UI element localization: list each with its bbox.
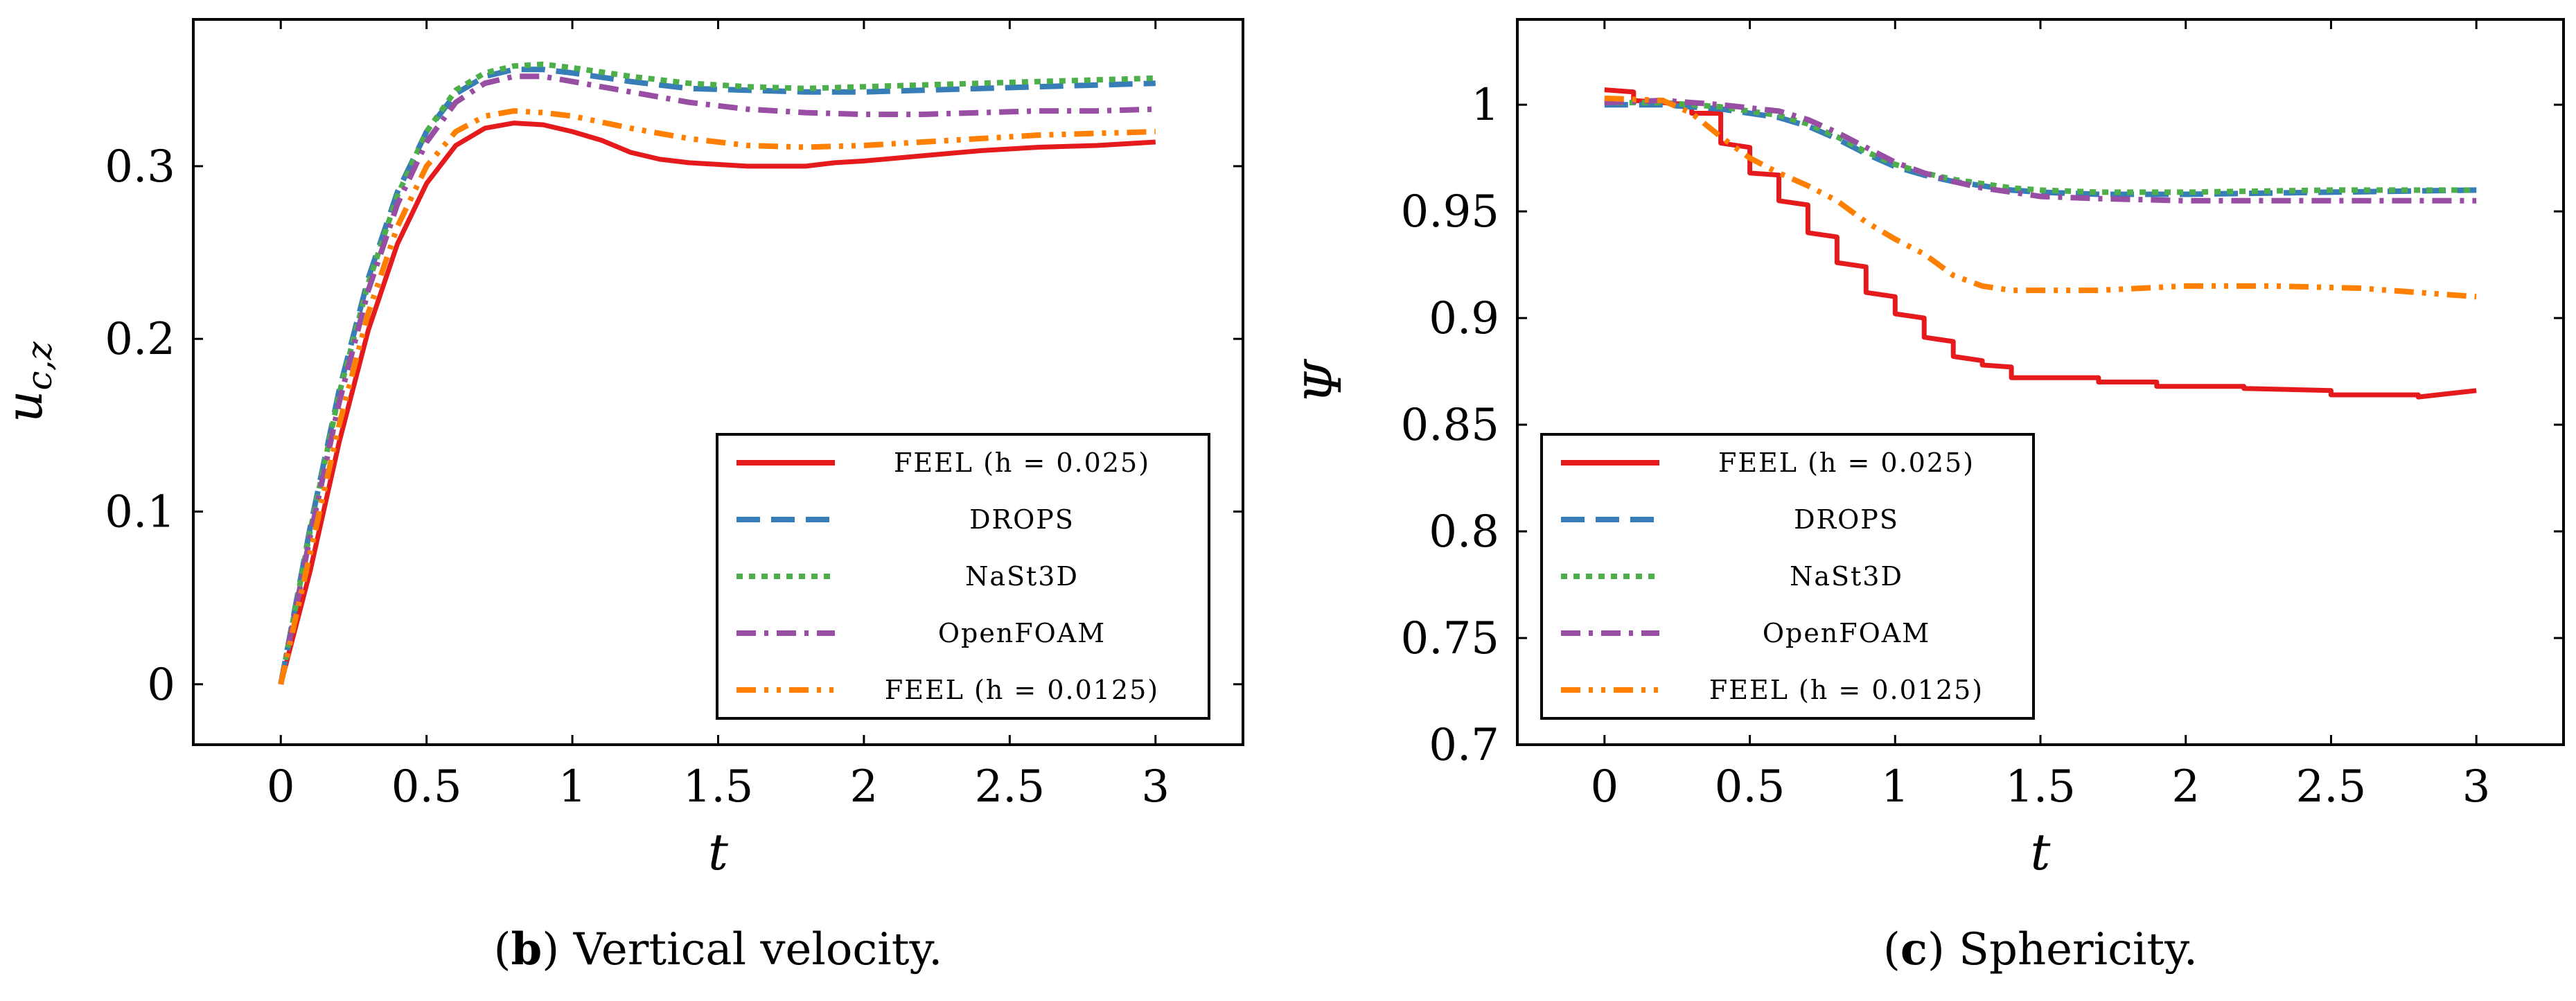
- x-axis-label: t: [2031, 823, 2052, 881]
- legend-entry-label: FEEL (h = 0.025): [894, 448, 1150, 478]
- y-tick-label: 0: [147, 659, 175, 711]
- series-line-feel-h-0-0125-: [278, 108, 1156, 685]
- y-tick-label: 0.9: [1429, 293, 1499, 344]
- y-tick-label: 1: [1471, 80, 1499, 131]
- legend-entry-label: FEEL (h = 0.0125): [1709, 675, 1984, 705]
- x-tick-label: 2: [850, 761, 879, 813]
- y-tick-label: 0.75: [1401, 613, 1500, 664]
- x-tick-label: 2.5: [2296, 761, 2367, 813]
- legend-entry-label: OpenFOAM: [1763, 618, 1930, 648]
- x-tick-label: 3: [2462, 761, 2491, 813]
- plot-frame: [192, 18, 1244, 746]
- figure-caption: (b) Vertical velocity.: [494, 923, 943, 975]
- x-tick-label: 2: [2171, 761, 2200, 813]
- y-tick-label: 0.3: [105, 141, 175, 193]
- y-axis-label: uc,z: [0, 342, 60, 423]
- y-axis-label: Ψ: [1294, 358, 1352, 404]
- y-tick-label: 0.7: [1429, 720, 1499, 771]
- legend-entry-label: NaSt3D: [965, 561, 1079, 592]
- series-line-drops: [278, 67, 1156, 685]
- y-tick-label: 0.95: [1401, 186, 1500, 238]
- x-tick-label: 0.5: [1715, 761, 1785, 813]
- x-tick-label: 1: [558, 761, 587, 813]
- x-tick-label: 0.5: [391, 761, 462, 813]
- x-axis-label: t: [708, 823, 729, 881]
- series-group: [1604, 87, 2477, 400]
- y-tick-label: 0.1: [105, 486, 175, 538]
- sphericity-chart: 0 0.5 1 1.5 2 2.5 3 0.7 0.75 0.8 0.85 0.9 0.95 1 t Ψ FEE…: [1294, 18, 2565, 975]
- y-tick-label: 0.2: [105, 314, 175, 365]
- y-tick-label: 0.8: [1429, 506, 1499, 558]
- series-group: [278, 61, 1156, 685]
- x-tick-label: 0: [1590, 761, 1618, 813]
- series-line-nast3d: [278, 61, 1156, 685]
- legend-entry-label: OpenFOAM: [938, 618, 1106, 648]
- series-line-feel-h-0-025-: [1604, 87, 2477, 400]
- x-tick-label: 3: [1141, 761, 1170, 813]
- y-tick-label: 0.85: [1401, 400, 1500, 451]
- series-line-feel-h-0-025-: [278, 121, 1156, 685]
- x-tick-label: 1.5: [2005, 761, 2076, 813]
- series-line-nast3d: [1604, 100, 2477, 195]
- series-line-openfoam: [1604, 98, 2477, 204]
- x-tick-label: 2.5: [974, 761, 1045, 813]
- series-line-openfoam: [278, 73, 1156, 685]
- velocity-chart: 0 0.5 1 1.5 2 2.5 3 0 0.1 0.2 0.3 t uc,z FEEL (h = 0.…: [0, 18, 1244, 975]
- legend-entry-label: FEEL (h = 0.0125): [885, 675, 1159, 705]
- legend-entry-label: DROPS: [1794, 504, 1899, 535]
- x-tick-label: 0: [267, 761, 295, 813]
- series-line-feel-h-0-0125-: [1604, 95, 2477, 300]
- legend-entry-label: FEEL (h = 0.025): [1718, 448, 1975, 478]
- legend: FEEL (h = 0.025) DROPS NaSt3D OpenFOAM FEEL …: [716, 433, 1210, 720]
- plot-frame: [1516, 18, 2565, 746]
- x-tick-label: 1: [1881, 761, 1909, 813]
- legend-entry-label: NaSt3D: [1790, 561, 1903, 592]
- figure-caption: (c) Sphericity.: [1883, 923, 2198, 975]
- legend-entry-label: DROPS: [969, 504, 1075, 535]
- x-tick-label: 1.5: [683, 761, 754, 813]
- legend: FEEL (h = 0.025) DROPS NaSt3D OpenFOAM FEEL …: [1540, 433, 2035, 720]
